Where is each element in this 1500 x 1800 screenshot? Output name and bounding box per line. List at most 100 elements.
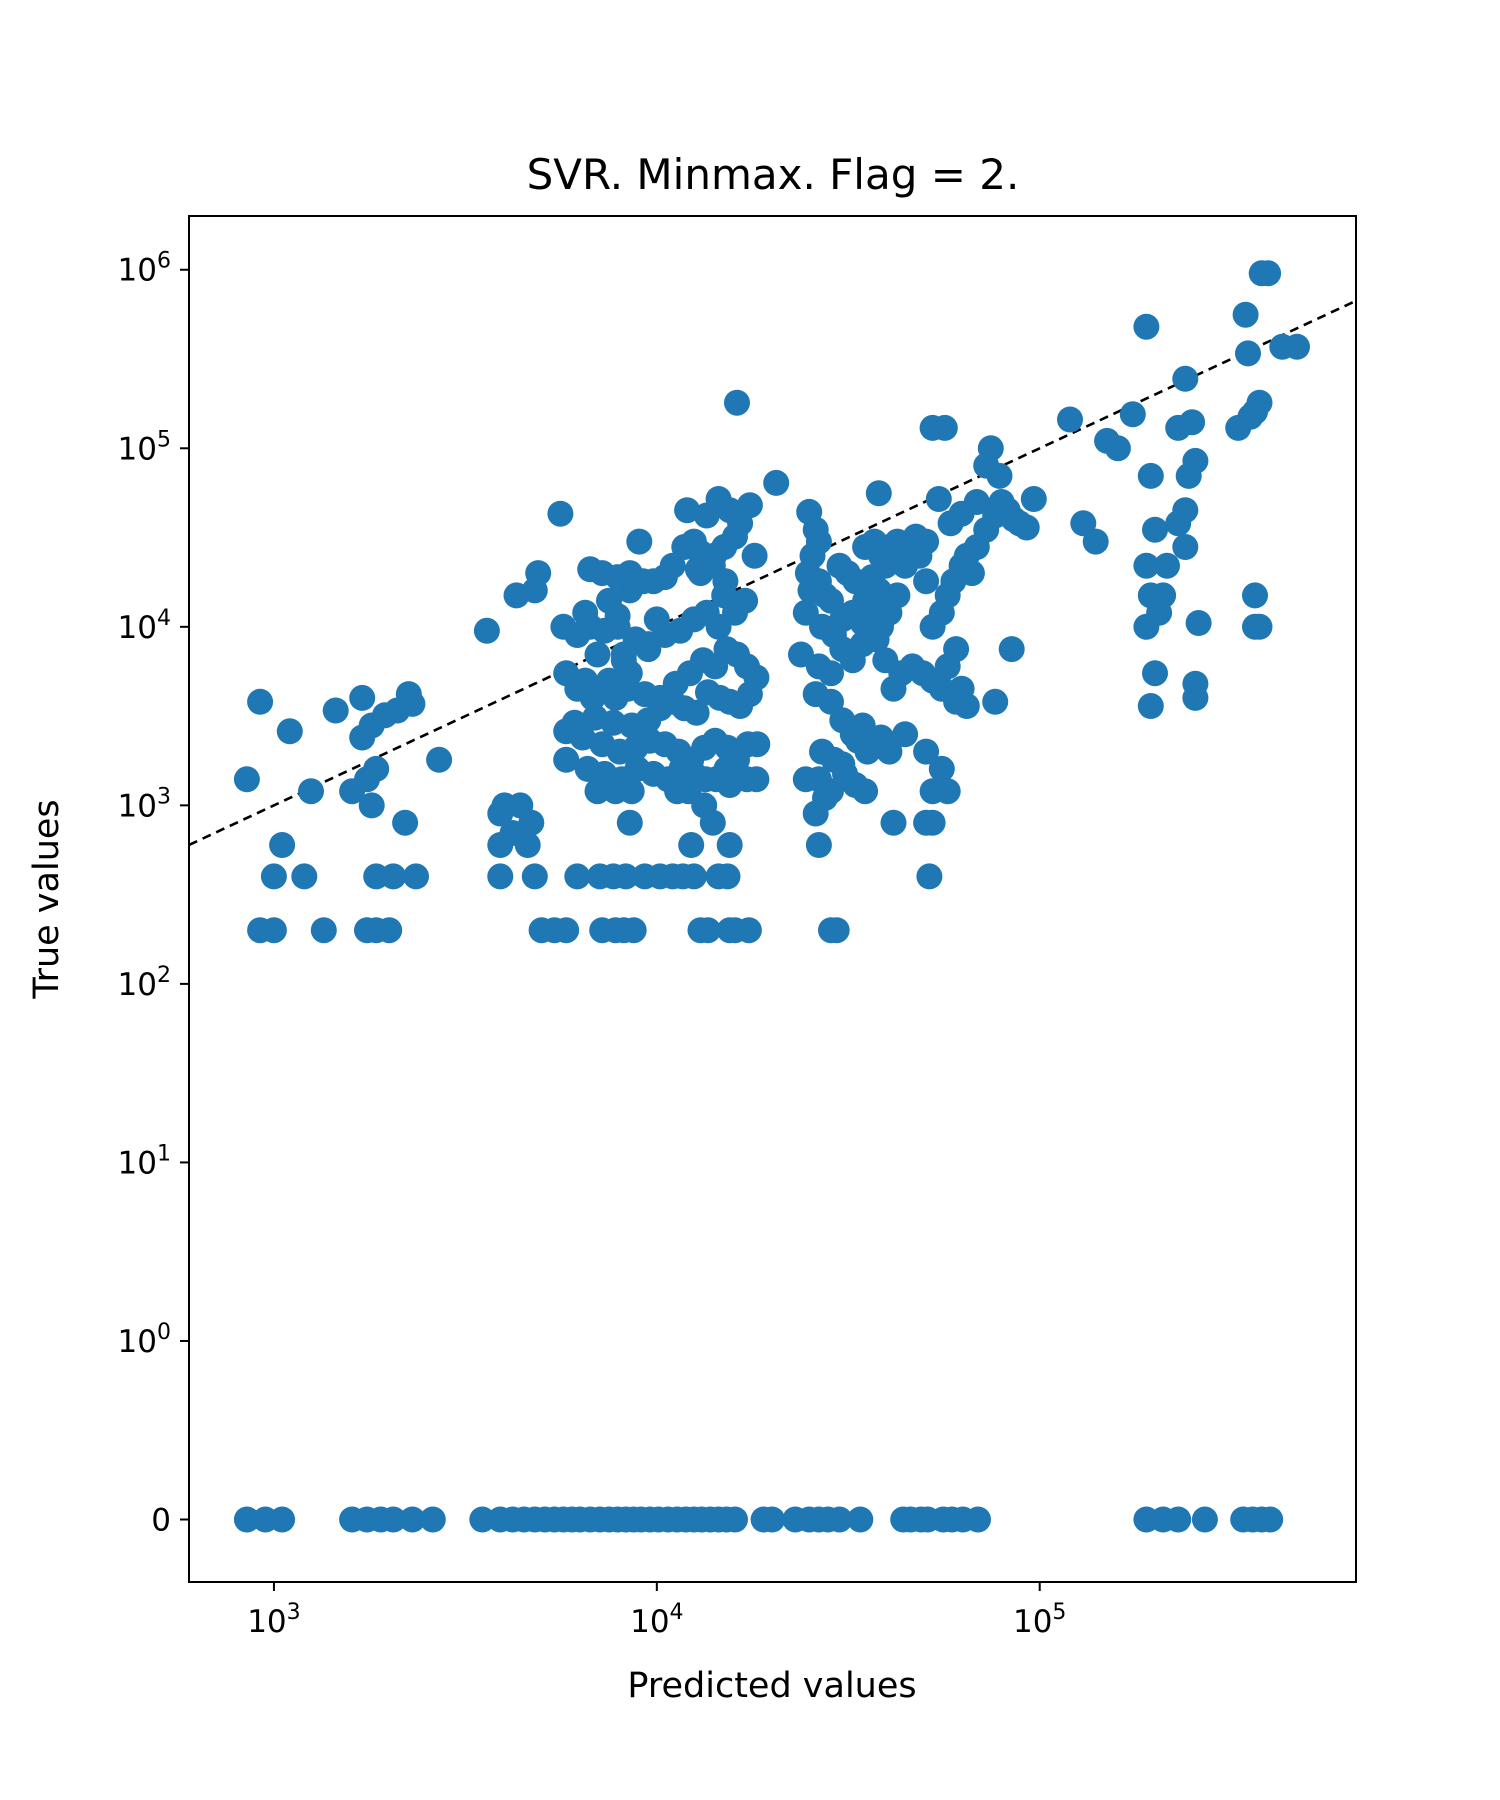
data-point <box>1057 406 1083 433</box>
data-point <box>349 684 376 711</box>
data-point <box>735 917 762 944</box>
data-point <box>916 863 943 890</box>
data-point <box>1235 340 1261 367</box>
data-point <box>829 751 856 778</box>
data-point <box>1013 514 1040 541</box>
data-point <box>618 778 645 805</box>
data-point <box>847 1506 874 1533</box>
data-point <box>802 800 829 827</box>
data-point <box>298 778 324 805</box>
data-point <box>582 704 609 731</box>
data-point <box>695 917 721 944</box>
data-point <box>919 778 946 805</box>
data-point <box>722 1506 748 1533</box>
data-point <box>572 599 599 626</box>
data-point <box>712 568 739 595</box>
chart-title: SVR. Minmax. Flag = 2. <box>527 150 1020 199</box>
data-point <box>736 492 763 519</box>
data-point <box>1142 516 1168 543</box>
data-point <box>604 603 631 629</box>
data-point <box>635 636 662 663</box>
data-point <box>569 724 596 751</box>
data-point <box>1020 486 1047 512</box>
data-point <box>269 832 296 858</box>
data-point <box>521 577 548 604</box>
x-axis-title: Predicted values <box>627 1666 916 1706</box>
data-point <box>925 486 952 512</box>
data-point <box>792 599 819 626</box>
data-points-layer <box>233 260 1310 1533</box>
data-point <box>322 697 349 724</box>
data-point <box>763 469 790 496</box>
data-point <box>724 746 750 773</box>
data-point <box>680 863 707 890</box>
data-point <box>792 766 819 793</box>
data-point <box>714 863 741 890</box>
data-point <box>913 738 940 765</box>
data-point <box>1137 693 1164 719</box>
data-point <box>399 1506 426 1533</box>
data-point <box>699 809 726 836</box>
data-point <box>469 1506 496 1533</box>
data-point <box>1255 260 1282 287</box>
data-point <box>863 626 890 653</box>
data-point <box>616 560 643 587</box>
data-point <box>487 832 514 858</box>
data-point <box>876 534 903 560</box>
data-point <box>892 721 919 748</box>
data-point <box>612 863 639 890</box>
data-point <box>724 389 750 416</box>
data-point <box>701 542 727 569</box>
data-point <box>965 1506 991 1533</box>
data-point <box>674 497 701 524</box>
data-point <box>1182 447 1209 474</box>
data-point <box>880 809 907 836</box>
y-tick-label: 101 <box>118 1141 171 1181</box>
data-point <box>818 587 844 614</box>
data-point <box>1133 613 1160 640</box>
data-point <box>928 755 955 782</box>
y-tick-label: 0 <box>151 1503 171 1539</box>
data-point <box>426 746 453 773</box>
data-point <box>1165 1506 1192 1533</box>
data-point <box>1154 552 1180 579</box>
data-point <box>1179 409 1206 436</box>
data-point <box>399 690 426 717</box>
data-point <box>1082 528 1109 555</box>
data-point <box>1172 365 1199 392</box>
data-point <box>521 863 548 890</box>
data-point <box>610 641 637 668</box>
data-point <box>1191 1506 1218 1533</box>
data-point <box>564 622 591 648</box>
data-point <box>358 792 385 819</box>
data-point <box>403 863 429 890</box>
data-point <box>919 809 946 836</box>
data-point <box>1104 435 1131 462</box>
data-point <box>291 863 318 890</box>
data-point <box>553 917 580 944</box>
data-point <box>380 863 407 890</box>
data-point <box>553 746 580 773</box>
data-point <box>514 832 541 858</box>
data-point <box>662 670 689 697</box>
data-point <box>1133 313 1160 340</box>
data-point <box>759 1506 786 1533</box>
data-point <box>1242 582 1268 609</box>
data-point <box>943 636 970 663</box>
data-point <box>579 684 606 711</box>
data-point <box>937 510 964 537</box>
data-point <box>943 688 970 715</box>
data-point <box>564 863 591 890</box>
data-point <box>260 863 287 890</box>
y-axis-title: True values <box>27 799 67 999</box>
data-point <box>678 832 705 858</box>
data-point <box>876 738 903 765</box>
data-point <box>1070 510 1097 537</box>
data-point <box>741 542 768 569</box>
data-point <box>349 724 376 751</box>
data-point <box>247 688 274 715</box>
data-point <box>931 414 958 441</box>
data-point <box>643 606 670 633</box>
data-point <box>854 738 881 765</box>
